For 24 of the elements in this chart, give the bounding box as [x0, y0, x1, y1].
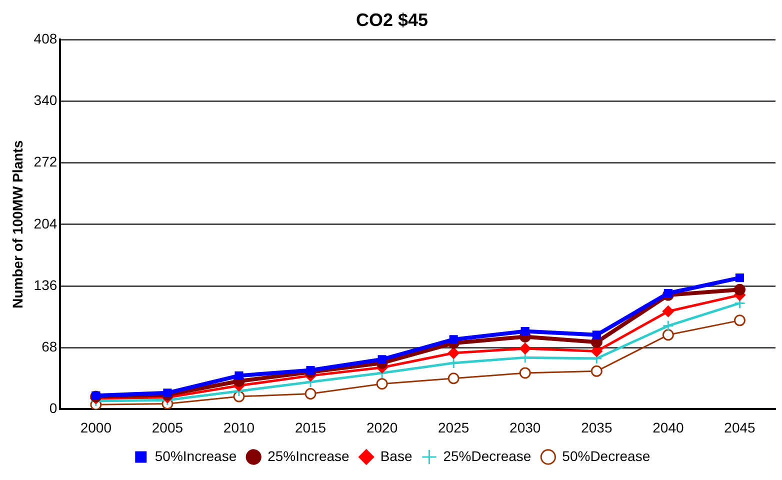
chart-title: CO2 $45	[356, 10, 428, 30]
x-tick-label: 2000	[80, 419, 112, 436]
y-tick-label: 204	[34, 215, 58, 232]
y-axis-title: Number of 100MW Plants	[9, 140, 26, 308]
x-tick-label: 2035	[581, 419, 612, 436]
legend-label: 25%Decrease	[443, 448, 532, 464]
legend-label: Base	[380, 448, 412, 464]
x-tick-label: 2015	[294, 419, 326, 436]
y-tick-label: 68	[42, 338, 58, 354]
y-tick-label: 272	[34, 154, 58, 170]
x-tick-label: 2020	[366, 419, 398, 436]
x-tick-label: 2005	[152, 419, 184, 436]
x-tick-label: 2010	[223, 419, 255, 436]
y-tick-label: 0	[49, 400, 58, 416]
x-tick-label: 2045	[724, 419, 756, 436]
y-tick-label: 136	[34, 276, 58, 293]
legend-label: 25%Increase	[268, 448, 350, 464]
x-tick-label: 2030	[510, 419, 541, 436]
x-tick-label: 2025	[438, 419, 470, 436]
legend-label: 50%Decrease	[562, 448, 650, 464]
legend-label: 50%Increase	[154, 448, 237, 464]
x-tick-label: 2040	[652, 419, 684, 436]
y-tick-label: 408	[34, 30, 58, 46]
y-tick-label: 340	[34, 92, 58, 108]
